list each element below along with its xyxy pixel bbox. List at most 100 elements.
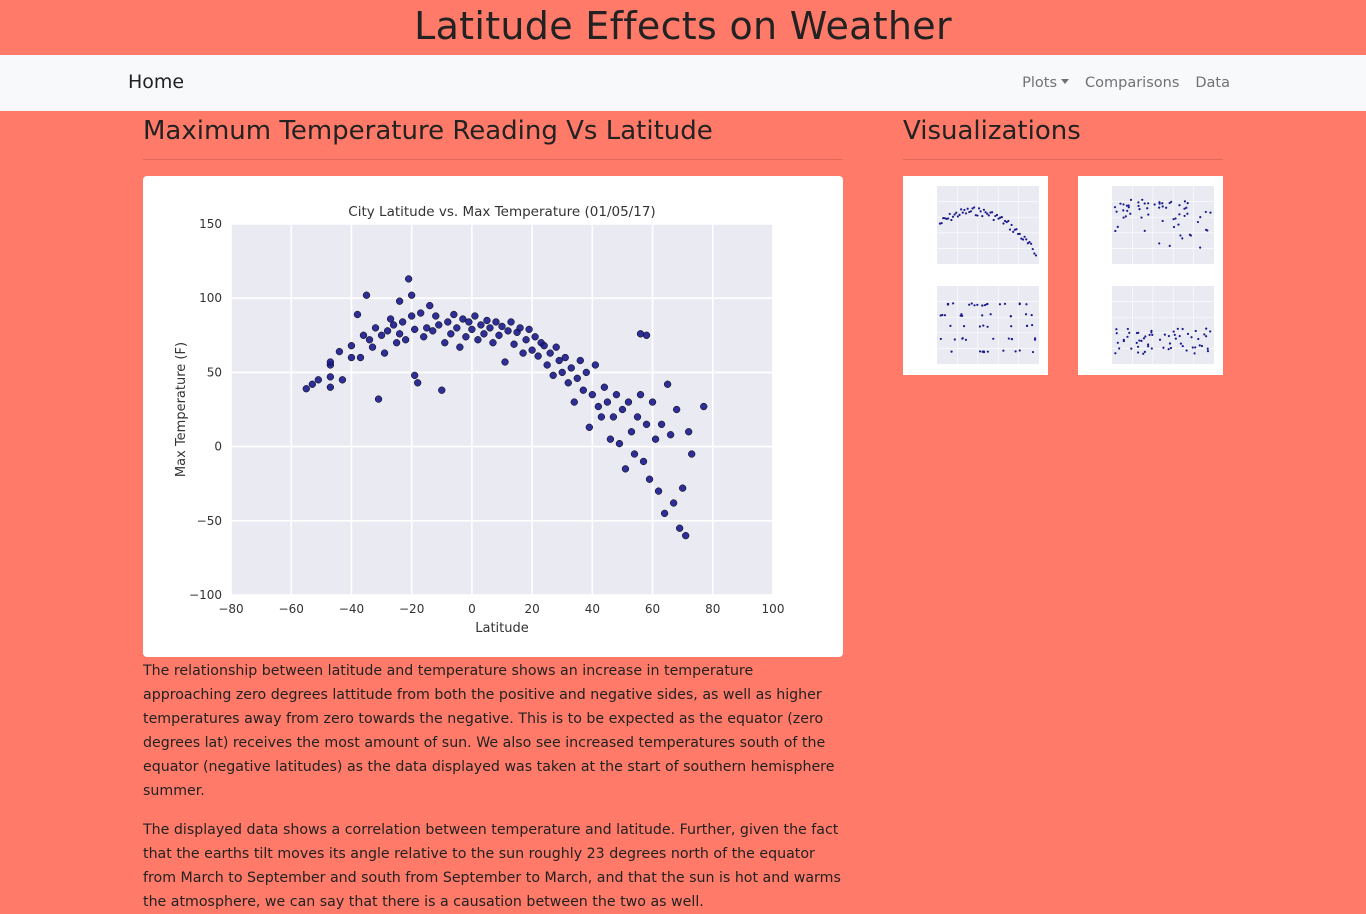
data-point — [603, 398, 612, 406]
thumbnail-point — [973, 304, 976, 307]
nav-plots-dropdown[interactable]: Plots — [1022, 75, 1069, 91]
thumbnail-point — [1197, 337, 1200, 341]
data-point — [573, 374, 581, 382]
thumbnail-point — [1161, 205, 1164, 208]
thumbnail-point — [969, 210, 973, 213]
data-point — [453, 324, 461, 332]
thumbnail-point — [1177, 223, 1180, 226]
nav-data-link[interactable]: Data — [1195, 75, 1230, 91]
nav-comparisons-link[interactable]: Comparisons — [1085, 75, 1180, 91]
thumbnail-point — [1162, 346, 1165, 349]
thumbnail-link-2[interactable] — [1078, 176, 1223, 375]
data-point — [688, 450, 696, 458]
data-point — [474, 336, 482, 344]
thumbnail-point — [1183, 200, 1186, 203]
data-point — [389, 321, 398, 329]
thumbnail-point — [1007, 337, 1010, 340]
thumbnail-point — [1147, 213, 1150, 216]
thumbnail-point — [939, 337, 942, 341]
thumbnail-point — [981, 214, 984, 218]
y-axis-label: Max Temperature (F) — [174, 342, 189, 477]
data-point — [362, 291, 371, 299]
data-point — [570, 398, 578, 406]
thumbnail-point — [982, 208, 986, 211]
data-point — [663, 380, 672, 388]
data-point — [501, 358, 509, 366]
thumbnail-point — [1020, 237, 1023, 240]
thumbnail-point — [1130, 347, 1133, 350]
thumbnail-point — [1033, 337, 1037, 340]
thumbnail-point — [1138, 208, 1141, 211]
thumbnail-point — [1206, 347, 1209, 350]
nav-plots-label: Plots — [1022, 75, 1057, 91]
thumbnail-point — [1179, 342, 1183, 345]
data-point — [546, 349, 554, 357]
thumbnail-point — [1030, 242, 1033, 245]
data-point — [507, 318, 515, 326]
thumbnail-point — [992, 337, 995, 340]
thumbnail-point — [1031, 323, 1034, 327]
thumbnail-point — [989, 313, 992, 316]
data-point — [519, 349, 527, 357]
data-point — [636, 391, 645, 399]
thumbnail-point — [964, 338, 968, 341]
nav-brand-home[interactable]: Home — [128, 71, 185, 93]
thumbnail-point — [1129, 212, 1132, 215]
thumbnail-point — [1204, 210, 1207, 214]
data-point — [368, 343, 377, 351]
thumbnail-point — [1193, 352, 1196, 355]
data-point — [392, 339, 401, 347]
data-point — [314, 376, 322, 384]
thumbnail-point — [1153, 203, 1156, 206]
thumbnail-point — [978, 325, 982, 328]
page-banner: Latitude Effects on Weather — [0, 0, 1366, 55]
data-point — [552, 343, 560, 351]
data-point — [380, 349, 389, 357]
caret-down-icon — [1061, 79, 1069, 84]
thumbnail-point — [1190, 336, 1193, 339]
thumbnail-point — [1158, 206, 1161, 209]
thumbnail-point — [968, 303, 971, 306]
x-tick-label: −20 — [399, 602, 424, 616]
data-point — [624, 398, 633, 406]
thumbnail-point — [1172, 218, 1175, 221]
thumbnail-point — [1115, 210, 1118, 213]
thumbnail-link-1[interactable] — [903, 176, 1048, 375]
data-point — [630, 450, 639, 458]
thumbnail-point — [1172, 225, 1176, 229]
thumbnail-point — [1122, 216, 1125, 219]
thumbnail-point — [1198, 344, 1201, 347]
data-point — [642, 420, 651, 428]
thumbnail-point — [952, 302, 955, 305]
thumbnail-point — [987, 214, 990, 217]
thumbnail-plot-area — [1112, 286, 1214, 364]
thumbnail-point — [1176, 327, 1179, 330]
data-point — [489, 339, 497, 347]
thumbnail-point — [976, 303, 979, 306]
data-point — [642, 331, 651, 339]
thumbnail-point — [940, 221, 943, 225]
thumbnail-point — [1209, 211, 1212, 214]
data-point — [398, 318, 407, 326]
data-point — [682, 531, 690, 540]
thumbnail-point — [1008, 228, 1012, 231]
thumbnail-point — [1115, 328, 1118, 331]
thumbnail-point — [950, 350, 953, 353]
thumbnail-point — [1127, 206, 1130, 209]
thumbnail-point — [1026, 324, 1029, 327]
thumbnail-point — [1168, 201, 1171, 205]
thumbnail-point — [1206, 350, 1210, 353]
thumbnail-point — [1126, 327, 1129, 331]
thumbnail-point — [949, 324, 952, 327]
thumbnail-point — [1209, 330, 1212, 333]
main-content: Maximum Temperature Reading Vs Latitude … — [143, 111, 843, 914]
data-point — [600, 383, 609, 391]
thumbnail-point — [1007, 219, 1010, 223]
data-point — [651, 435, 660, 443]
x-tick-label: −80 — [218, 602, 243, 616]
thumbnail-point — [1122, 209, 1125, 212]
data-point — [594, 402, 603, 411]
thumbnail-point — [1163, 333, 1166, 336]
thumbnail-point — [1015, 228, 1018, 231]
thumbnail-point — [1116, 225, 1119, 228]
